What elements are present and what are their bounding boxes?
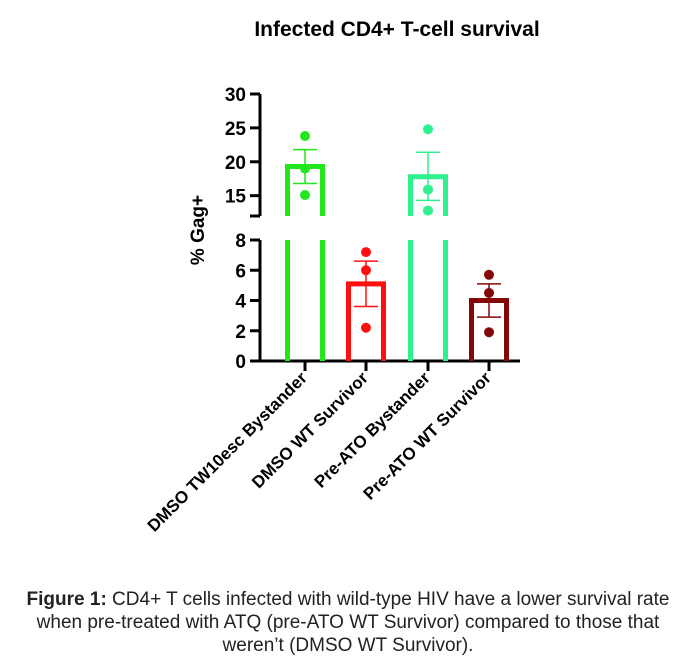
bar-chart: Infected CD4+ T-cell survival % Gag+ 0 2 4… [144,18,540,535]
y-tick-label: 0 [235,352,246,373]
data-point [300,163,310,174]
chart-title: Infected CD4+ T-cell survival [254,18,539,41]
figure-caption: Figure 1: CD4+ T cells infected with wil… [10,588,686,657]
y-axis-label: % Gag+ [188,195,209,265]
data-point [300,131,310,142]
y-tick-label: 2 [235,322,246,343]
data-point [300,189,310,200]
data-point [361,322,371,333]
data-point [484,327,494,338]
y-tick-label: 8 [235,231,246,252]
bar-lower-segment [285,240,325,361]
data-point [484,287,494,298]
caption-label: Figure 1: [26,589,107,610]
y-tick-label: 20 [225,153,246,174]
data-point [423,205,433,216]
y-tick-label: 30 [225,85,246,106]
bar [408,174,448,361]
x-tick-label: Pre-ATO WT Survivor [360,368,495,503]
y-tick-label: 15 [225,187,247,208]
data-point [361,265,371,276]
bar-lower-segment [408,240,448,361]
x-tick-label: Pre-ATO Bystander [311,368,434,491]
y-tick-label: 6 [235,261,246,282]
y-tick-label: 4 [235,292,246,313]
caption-text: CD4+ T cells infected with wild-type HIV… [36,589,670,656]
data-point [423,184,433,195]
x-tick-label: DMSO WT Survivor [248,368,372,492]
data-point [361,247,371,258]
y-tick-label: 25 [225,119,247,140]
data-point [423,124,433,135]
data-point [484,269,494,280]
